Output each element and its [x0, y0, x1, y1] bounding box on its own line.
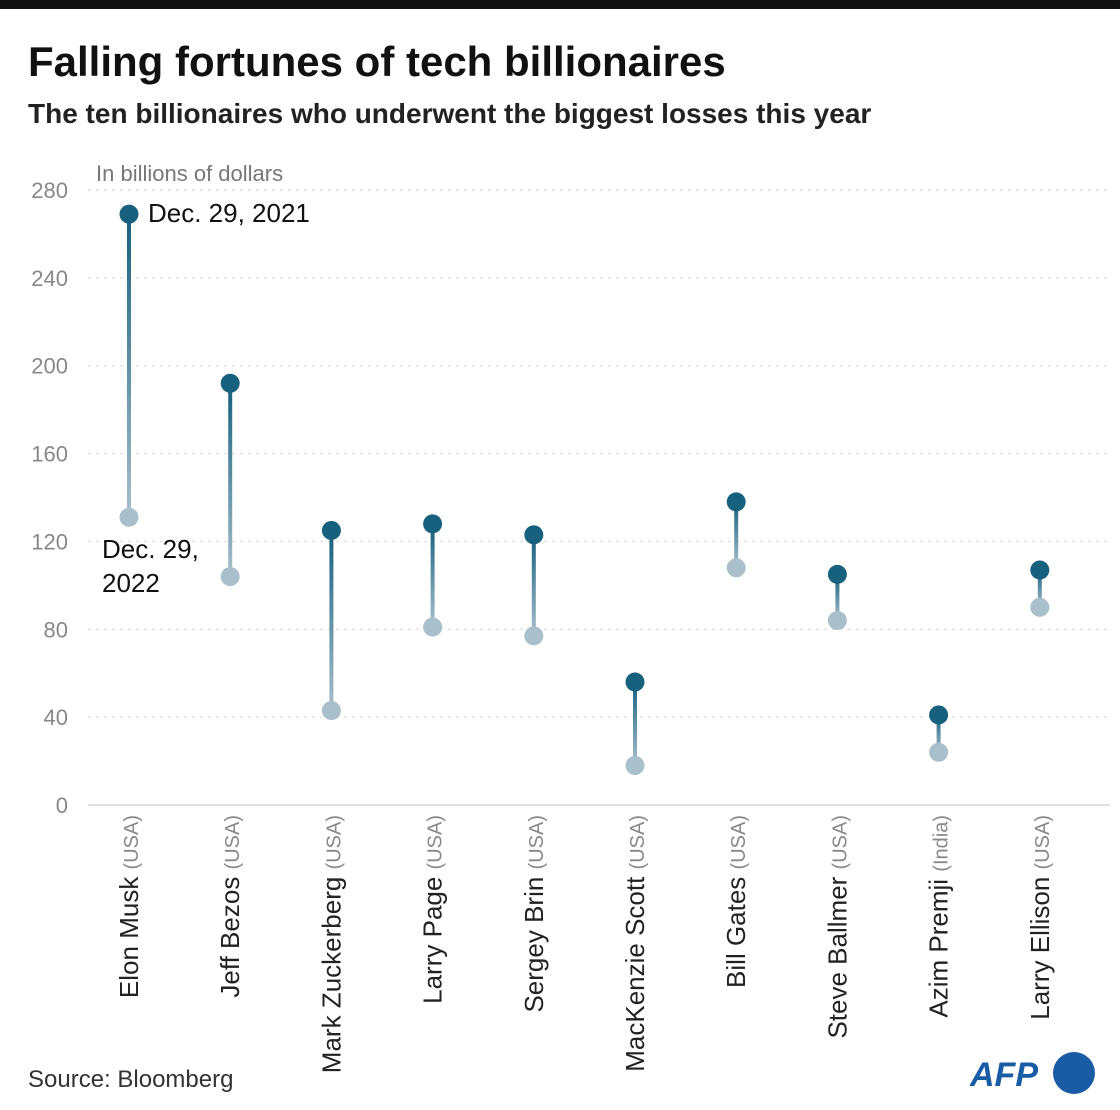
dumbbell-line: [835, 574, 840, 621]
category-name: MacKenzie Scott: [620, 869, 650, 1071]
chart-title: Falling fortunes of tech billionaires: [28, 38, 726, 85]
category-name: Jeff Bezos: [215, 869, 245, 997]
x-tick-label: Steve Ballmer (USA): [822, 815, 852, 1039]
category-name: Larry Ellison: [1025, 869, 1055, 1019]
point-2021: [119, 204, 139, 224]
afp-logo: AFP: [969, 1052, 1095, 1094]
point-2021: [423, 514, 443, 534]
x-tick-label: MacKenzie Scott (USA): [620, 815, 650, 1072]
afp-logo-circle: [1053, 1052, 1095, 1094]
chart-subtitle: The ten billionaires who underwent the b…: [28, 98, 871, 129]
afp-logo-text: AFP: [969, 1056, 1038, 1094]
annotation-2021: Dec. 29, 2021: [148, 198, 310, 228]
dumbbell-line: [329, 530, 334, 711]
annotation-2022-line1: Dec. 29,: [102, 534, 199, 564]
category-name: Steve Ballmer: [822, 869, 852, 1038]
y-tick-label: 240: [31, 266, 68, 291]
point-2021: [321, 520, 341, 540]
category-country: (USA): [1032, 815, 1054, 869]
y-tick-label: 80: [44, 617, 68, 642]
point-2022: [524, 626, 544, 646]
x-tick-label: Larry Ellison (USA): [1025, 815, 1055, 1020]
category-country: (India): [931, 815, 953, 872]
y-tick-label: 280: [31, 178, 68, 203]
x-tick-label: Sergey Brin (USA): [519, 815, 549, 1013]
category-name: Bill Gates: [721, 869, 751, 988]
point-2022: [423, 617, 443, 637]
category-name: Sergey Brin: [519, 869, 549, 1012]
point-2022: [625, 755, 645, 775]
annotation-2022-line2: 2022: [102, 568, 160, 598]
point-2022: [929, 742, 949, 762]
category-country: (USA): [323, 815, 345, 869]
y-tick-label: 120: [31, 529, 68, 554]
category-country: (USA): [222, 815, 244, 869]
category-name: Mark Zuckerberg: [316, 869, 346, 1073]
point-2021: [929, 705, 949, 725]
category-name: Elon Musk: [114, 869, 144, 998]
y-tick-label: 40: [44, 705, 68, 730]
point-2022: [321, 701, 341, 721]
category-country: (USA): [627, 815, 649, 869]
y-tick-label: 0: [56, 793, 68, 818]
dumbbell-line: [430, 523, 435, 628]
x-tick-label: Bill Gates (USA): [721, 815, 751, 988]
category-country: (USA): [829, 815, 851, 869]
top-bar: [0, 0, 1120, 9]
point-2021: [625, 672, 645, 692]
dumbbell-line: [531, 534, 536, 636]
dumbbell-line: [936, 714, 941, 753]
y-tick-label: 160: [31, 442, 68, 467]
x-tick-label: Elon Musk (USA): [114, 815, 144, 998]
point-2021: [827, 564, 847, 584]
point-2022: [1030, 597, 1050, 617]
point-2022: [827, 611, 847, 630]
point-2021: [726, 492, 746, 512]
category-country: (USA): [526, 815, 548, 869]
point-2022: [119, 507, 139, 527]
point-2022: [220, 567, 240, 587]
point-2021: [220, 373, 240, 393]
dumbbell-line: [127, 214, 131, 518]
y-axis-label: In billions of dollars: [96, 161, 283, 186]
x-tick-label: Mark Zuckerberg (USA): [316, 815, 346, 1073]
dumbbell-line: [1037, 569, 1042, 608]
category-name: Larry Page: [418, 869, 448, 1003]
point-2021: [524, 525, 544, 545]
point-2021: [1030, 560, 1050, 580]
dumbbell-line: [228, 383, 233, 577]
category-name: Azim Premji: [924, 872, 954, 1018]
x-tick-label: Azim Premji (India): [924, 815, 954, 1018]
x-tick-label: Larry Page (USA): [418, 815, 448, 1004]
category-country: (USA): [728, 815, 750, 869]
category-country: (USA): [121, 815, 143, 869]
source-note: Source: Bloomberg: [28, 1066, 233, 1093]
x-tick-label: Jeff Bezos (USA): [215, 815, 245, 998]
dumbbell-line: [633, 682, 637, 766]
category-country: (USA): [425, 815, 447, 869]
y-tick-label: 200: [31, 354, 68, 379]
dumbbell-line: [734, 501, 739, 568]
point-2022: [726, 558, 746, 578]
